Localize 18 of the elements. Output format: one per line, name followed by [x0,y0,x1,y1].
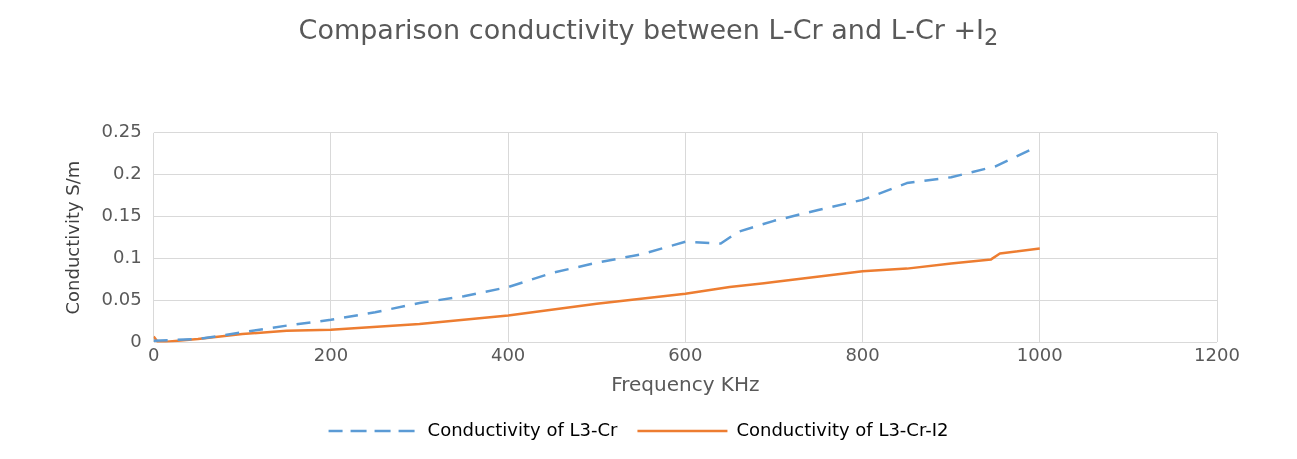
x-tick-label: 1000 [1016,343,1063,365]
y-tick-label: 0.2 [113,162,142,184]
x-tick-label: 600 [668,343,703,365]
y-tick-label: 0.25 [101,120,142,142]
x-tick-label: 400 [490,343,526,365]
y-axis-title: Conductivity S/m [62,160,84,315]
y-tick-label: 0.1 [113,246,142,268]
legend-label: Conductivity of L3-Cr-I2 [736,418,949,440]
line-series [153,148,1033,342]
y-tick-label: 0.05 [101,288,142,310]
legend-label: Conductivity of L3-Cr [427,418,619,440]
chart-title: Comparison conductivity between L-Cr and L-Cr +I$_{2}$ [297,14,1000,53]
x-tick-label: 1200 [1194,343,1240,365]
x-tick-label: 0 [147,343,160,365]
x-tick-label: 200 [313,343,349,365]
x-axis-title: Frequency KHz [611,372,760,397]
x-tick-label: 800 [845,343,880,365]
y-tick-label: 0.15 [101,204,142,226]
